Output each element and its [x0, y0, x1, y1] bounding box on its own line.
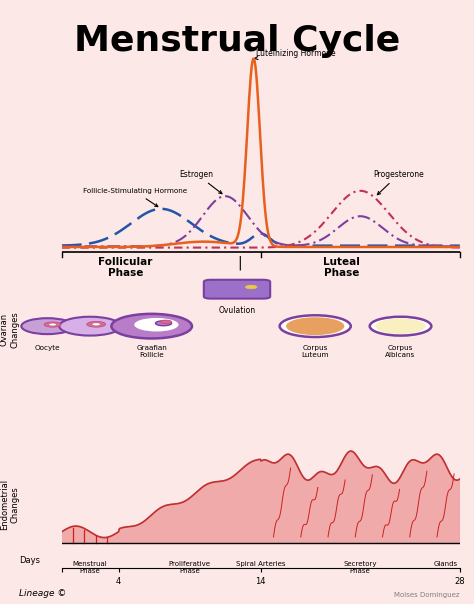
Text: Endometrial
Changes: Endometrial Changes [0, 479, 19, 530]
Circle shape [44, 322, 61, 327]
Circle shape [111, 314, 192, 338]
Circle shape [160, 320, 172, 324]
Circle shape [134, 318, 179, 332]
Circle shape [280, 315, 351, 337]
Circle shape [87, 321, 106, 327]
Text: Luteal
Phase: Luteal Phase [323, 257, 360, 278]
Text: Oocyte: Oocyte [35, 345, 60, 351]
FancyBboxPatch shape [204, 280, 270, 298]
Text: Graafian
Follicle: Graafian Follicle [137, 345, 167, 358]
Circle shape [21, 318, 73, 334]
Text: Days: Days [19, 556, 40, 565]
Text: Spiral Arteries: Spiral Arteries [236, 561, 285, 567]
Text: Progesterone: Progesterone [374, 170, 424, 194]
Text: Follicular
Phase: Follicular Phase [99, 257, 153, 278]
Text: Proliferative
Phase: Proliferative Phase [169, 561, 210, 574]
Text: Estrogen: Estrogen [180, 170, 222, 194]
Polygon shape [62, 451, 460, 542]
Circle shape [286, 317, 344, 335]
Text: Corpus
Albicans: Corpus Albicans [385, 345, 416, 358]
Circle shape [370, 316, 431, 336]
Text: Luteinizing Hormone: Luteinizing Hormone [254, 50, 336, 60]
Text: Moises Dominguez: Moises Dominguez [394, 592, 460, 598]
Text: Menstrual
Phase: Menstrual Phase [73, 561, 108, 574]
Text: Secretory
Phase: Secretory Phase [344, 561, 377, 574]
Text: Glands: Glands [434, 561, 457, 567]
Text: Follicle-Stimulating Hormone: Follicle-Stimulating Hormone [83, 188, 187, 207]
Text: Corpus
Luteum: Corpus Luteum [301, 345, 329, 358]
Circle shape [155, 321, 172, 326]
Circle shape [59, 316, 121, 336]
Circle shape [92, 323, 100, 326]
Text: Lineage ©: Lineage © [19, 589, 66, 598]
Circle shape [375, 318, 426, 334]
Text: Ovarian
Changes: Ovarian Changes [0, 311, 19, 347]
Text: Menstrual Cycle: Menstrual Cycle [74, 24, 400, 58]
Text: Ovulation: Ovulation [219, 306, 255, 315]
Text: |: | [237, 255, 242, 270]
Circle shape [246, 285, 257, 289]
Circle shape [49, 324, 56, 326]
